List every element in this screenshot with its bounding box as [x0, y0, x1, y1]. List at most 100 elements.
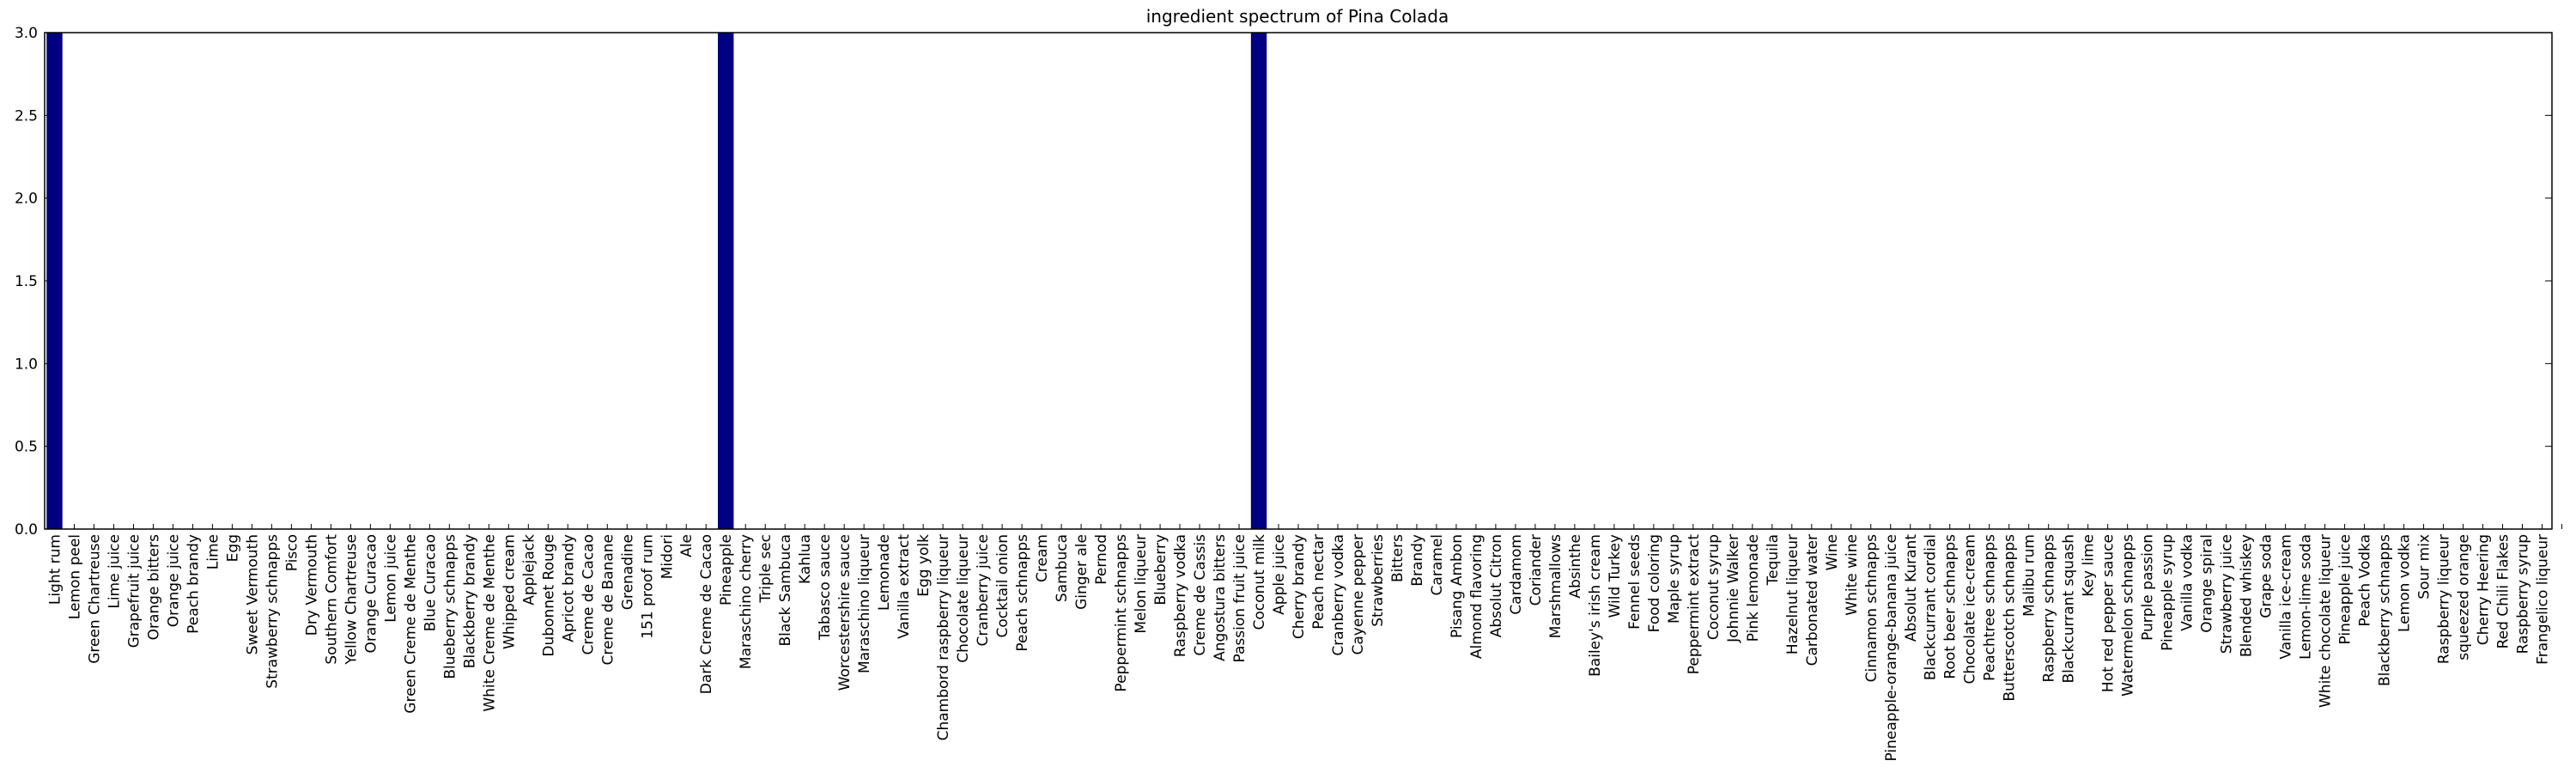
x-tick-label: Blackcurrant squash	[2061, 534, 2078, 684]
x-tick-label: Blackberry brandy	[461, 534, 478, 668]
x-tick-label: Strawberry juice	[2219, 534, 2236, 654]
x-tick-label: Pisang Ambon	[1449, 534, 1466, 638]
x-tick-label: Light rum	[46, 534, 64, 605]
chart-title: ingredient spectrum of Pina Colada	[1146, 6, 1449, 27]
x-tick-label: Orange spiral	[2199, 534, 2216, 633]
x-tick-label: Lemon juice	[382, 534, 399, 623]
x-tick-label: Frangelico liqueur	[2535, 534, 2552, 665]
x-tick-label: Cherry Heering	[2476, 534, 2493, 645]
x-tick-label: Maraschino liqueur	[856, 534, 873, 673]
y-tick-label: 0.0	[15, 521, 38, 539]
x-tick-label: Food coloring	[1646, 534, 1663, 632]
x-tick-label: Apple juice	[1271, 534, 1288, 615]
x-tick-label: Peppermint extract	[1686, 534, 1703, 675]
bar	[46, 33, 63, 529]
x-tick-label: Pineapple syrup	[2160, 534, 2177, 651]
x-tick-label: Peach Vodka	[2357, 534, 2374, 627]
x-tick-label: Pisco	[283, 534, 301, 571]
x-tick-label: Raspberry schnapps	[2041, 534, 2058, 683]
x-tick-label: Creme de Banane	[599, 534, 617, 666]
x-tick-label: Blackberry schnapps	[2377, 534, 2394, 686]
x-tick-label: Bitters	[1389, 534, 1406, 582]
bar	[718, 33, 734, 529]
x-tick-label: Passion fruit juice	[1231, 534, 1249, 663]
y-tick-label: 0.5	[15, 439, 38, 456]
y-tick-label: 1.5	[15, 273, 38, 290]
x-tick-label: Ginger ale	[1073, 534, 1091, 610]
x-tick-label: Key lime	[2081, 534, 2098, 597]
x-tick-label: Peach schnapps	[1014, 534, 1031, 652]
x-tick-label: Raspberry vodka	[1172, 534, 1189, 657]
x-tick-label: Coconut milk	[1251, 534, 1268, 630]
x-tick-label: Peach brandy	[185, 534, 202, 634]
x-tick-label: Peach nectar	[1310, 534, 1327, 630]
x-tick-label: White wine	[1844, 534, 1861, 616]
x-tick-label: Cranberry juice	[975, 534, 992, 646]
x-tick-label: Green Chartreuse	[86, 534, 103, 664]
x-tick-label: Pineapple juice	[2337, 534, 2354, 644]
x-tick-label: Tequila	[1765, 534, 1782, 586]
x-tick-label: Cayenne pepper	[1350, 534, 1367, 655]
x-tick-label: Marshmallows	[1547, 534, 1564, 638]
x-tick-label: Wild Turkey	[1607, 534, 1624, 618]
x-tick-label: Vanilla vodka	[2179, 534, 2196, 631]
x-tick-label: Yellow Chartreuse	[343, 534, 360, 666]
x-tick-label: Chocolate liqueur	[955, 534, 972, 663]
x-tick-label: Strawberries	[1370, 534, 1387, 627]
bar	[1250, 33, 1267, 529]
x-tick-label: Grenadine	[619, 534, 636, 610]
x-tick-label: Absolut Kurant	[1903, 534, 1920, 642]
x-tick-label: Blueberry schnapps	[441, 534, 459, 679]
x-tick-label: Pineapple	[718, 534, 735, 606]
x-tick-label: Raspberry syrup	[2515, 534, 2532, 654]
x-tick-label: squeezed orange	[2456, 534, 2473, 660]
x-tick-label: Hazelnut liqueur	[1784, 534, 1801, 654]
x-tick-label: Grape soda	[2258, 534, 2275, 618]
x-tick-label: 151 proof rum	[639, 534, 656, 639]
x-tick-label: Blue Curacao	[422, 534, 439, 631]
x-tick-label: Lemon-lime soda	[2298, 534, 2315, 660]
x-tick-label: Butterscotch schnapps	[2002, 534, 2019, 702]
x-tick-label: Lime	[204, 534, 222, 569]
x-tick-label: Melon liqueur	[1133, 534, 1150, 634]
x-tick-label: Blended whiskey	[2239, 534, 2256, 657]
y-tick-label: 2.0	[15, 191, 38, 208]
x-tick-label: Vanilla extract	[896, 534, 913, 639]
x-tick-label: Lime juice	[106, 534, 123, 609]
x-tick-label: White chocolate liqueur	[2318, 534, 2335, 708]
x-tick-label: Fennel seeds	[1626, 534, 1643, 630]
x-tick-label: Green Creme de Menthe	[402, 534, 419, 714]
x-tick-label: Pink lemonade	[1745, 534, 1762, 642]
x-tick-label: Orange juice	[165, 534, 182, 627]
x-tick-label: Sambuca	[1054, 534, 1071, 602]
x-tick-label: Almond flavoring	[1468, 534, 1485, 659]
x-tick-label: Blueberry	[1152, 534, 1170, 606]
x-tick-label: Dubonnet Rouge	[540, 534, 557, 657]
x-tick-label: Angostura bitters	[1212, 534, 1229, 661]
x-tick-label: Lemon peel	[66, 534, 83, 619]
x-tick-label: Coconut syrup	[1705, 534, 1722, 640]
x-tick-label: Cardamom	[1508, 534, 1525, 615]
x-tick-label: Sweet Vermouth	[244, 534, 261, 654]
y-tick-label: 2.5	[15, 107, 38, 125]
x-tick-label: Sour mix	[2416, 534, 2433, 600]
x-tick-label: Grapefruit juice	[125, 534, 143, 648]
x-tick-label: Peachtree schnapps	[1982, 534, 1999, 681]
x-tick-label: Raspberry liqueur	[2436, 534, 2453, 664]
x-tick-label: Blackcurrant cordial	[1923, 534, 1940, 680]
x-tick-label: Black Sambuca	[777, 534, 794, 647]
x-tick-label: Creme de Cassis	[1192, 534, 1209, 656]
x-tick-label: Orange Curacao	[362, 534, 380, 653]
x-tick-label: Bailey's irish cream	[1587, 534, 1604, 677]
x-tick-label: Absinthe	[1567, 534, 1584, 599]
x-tick-label: Carbonated water	[1804, 534, 1821, 666]
x-tick-label: Cherry brandy	[1291, 534, 1308, 639]
x-tick-label: Hot red pepper sauce	[2100, 534, 2117, 692]
x-tick-label: Triple sec	[757, 534, 775, 604]
y-tick-label: 3.0	[15, 25, 38, 42]
x-tick-label: Strawberry schnapps	[264, 534, 281, 689]
x-tick-label: Pineapple-orange-banana juice	[1883, 534, 1900, 761]
x-tick-label: Chocolate ice-cream	[1962, 534, 1979, 685]
x-tick-label: Egg	[224, 534, 241, 562]
